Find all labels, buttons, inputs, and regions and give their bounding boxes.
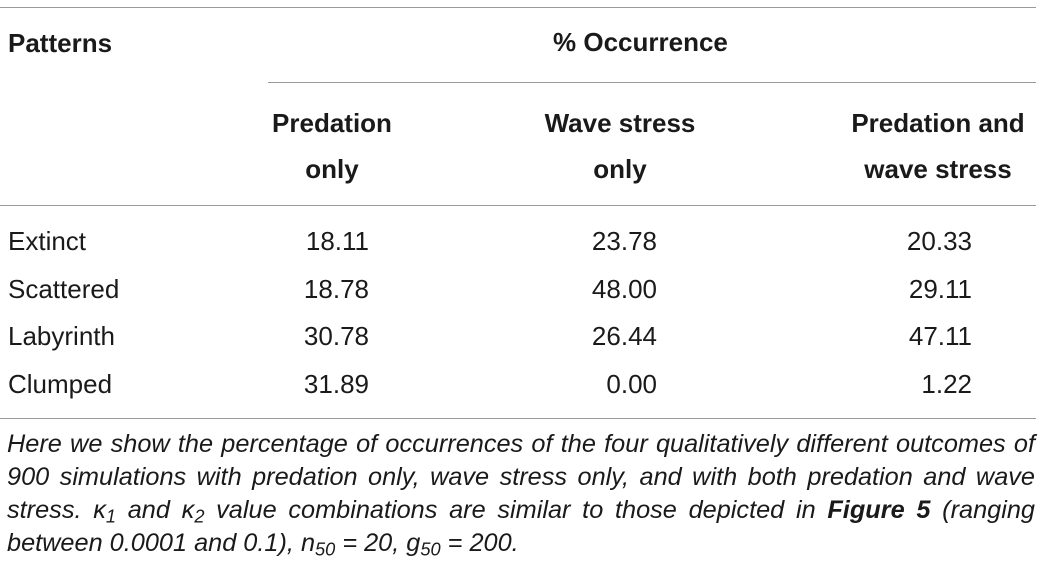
row-label: Clumped <box>8 369 113 399</box>
caption-text: Here we show the percentage of occurrenc… <box>7 430 1035 524</box>
caption-text: = 20, g <box>342 529 421 557</box>
col-header-line1: Predation <box>272 108 392 138</box>
col-header-line2: wave stress <box>864 154 1012 184</box>
col-header-line2: only <box>593 154 647 184</box>
cell-value: 47.11 <box>908 321 972 351</box>
subscript: 50 <box>420 539 441 560</box>
cell-value: 18.78 <box>303 274 369 304</box>
caption-text: (ranging between 0.0001 and 0.1), n <box>7 496 1035 557</box>
cell-value: 31.89 <box>303 369 369 399</box>
col-header-predation-and-wave-stress: Predation and wave stress <box>828 108 1041 184</box>
col-header-line2: only <box>305 154 359 184</box>
occurrence-header: % Occurrence <box>553 27 728 57</box>
cell-value: 29.11 <box>908 274 972 304</box>
subscript: 50 <box>315 539 336 560</box>
cell-value: 1.22 <box>921 369 972 399</box>
cell-value: 26.44 <box>591 321 657 351</box>
cell-value: 0.00 <box>606 369 657 399</box>
col-header-line1: Predation and <box>851 108 1025 138</box>
table-caption: Here we show the percentage of occurrenc… <box>7 428 1035 560</box>
table-bottom-rule <box>0 418 1036 419</box>
occurrence-rule <box>268 82 1036 83</box>
top-rule <box>0 7 1036 8</box>
figure-reference: Figure 5 <box>827 496 931 524</box>
cell-value: 30.78 <box>303 321 369 351</box>
cell-value: 20.33 <box>906 226 972 256</box>
row-label: Extinct <box>8 226 87 256</box>
row-label: Labyrinth <box>8 321 115 351</box>
cell-value: 18.11 <box>305 226 369 256</box>
caption-text: = 200. <box>447 529 519 557</box>
caption-text: value combinations are similar to those … <box>216 496 816 524</box>
col-header-predation-only: Predation only <box>232 108 432 184</box>
col-header-line1: Wave stress <box>544 108 696 138</box>
kappa-symbol: κ <box>93 496 106 524</box>
caption-text: and <box>127 496 170 524</box>
row-label: Scattered <box>8 274 120 304</box>
cell-value: 23.78 <box>591 226 657 256</box>
col-header-wave-stress-only: Wave stress only <box>520 108 720 184</box>
header-bottom-rule <box>0 205 1036 206</box>
subscript: 1 <box>105 506 116 527</box>
patterns-header: Patterns <box>8 28 113 58</box>
subscript: 2 <box>194 506 205 527</box>
cell-value: 48.00 <box>591 274 657 304</box>
kappa-symbol: κ <box>181 496 195 524</box>
